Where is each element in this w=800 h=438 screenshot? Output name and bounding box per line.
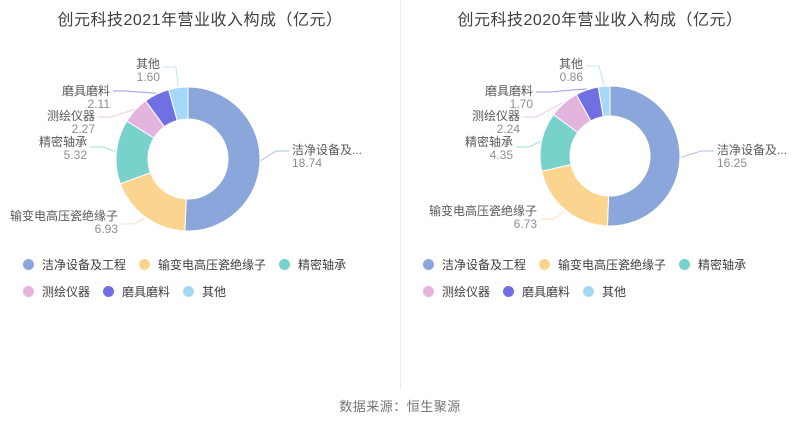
slice-label-value: 4.35 — [490, 148, 514, 162]
legend-label: 输变电高压瓷绝缘子 — [158, 258, 267, 272]
legend-row-2: 测绘仪器 磨具磨料 其他 — [23, 283, 346, 300]
legend-label: 洁净设备及工程 — [42, 258, 127, 272]
pie-slice-other[interactable] — [168, 86, 189, 122]
legend-row-2: 测绘仪器 磨具磨料 其他 — [423, 283, 746, 300]
pie-slice-insulator[interactable] — [119, 172, 187, 232]
slice-label-value: 2.11 — [88, 97, 111, 111]
chart-legend-2021: 洁净设备及工程 输变电高压瓷绝缘子 精密轴承 测绘仪器 磨具 — [23, 256, 346, 300]
label-leader-line — [113, 90, 157, 94]
slice-label-value: 6.93 — [95, 222, 119, 236]
slice-label-value: 5.32 — [64, 148, 88, 162]
chart-panel-2020: 洁净设备及... 16.25 输变电高压瓷绝缘子 6.73 精密轴承 4.35 测绘仪器 2.… — [400, 0, 800, 438]
slice-label-name: 输变电高压瓷绝缘子 — [429, 203, 537, 218]
slice-label-name: 测绘仪器 — [47, 108, 95, 123]
legend-label: 测绘仪器 — [42, 285, 91, 299]
label-leader-line — [680, 150, 714, 158]
panel-divider — [400, 0, 401, 390]
legend-label: 精密轴承 — [298, 258, 347, 272]
chart-title-2020: 创元科技2020年营业收入构成（亿元） — [457, 12, 743, 29]
label-leader-line — [516, 140, 541, 148]
legend-marker-clean-equipment-icon — [23, 259, 34, 270]
legend-item-surveying-instrument[interactable]: 测绘仪器 — [423, 283, 490, 300]
legend-marker-insulator-icon — [139, 259, 151, 270]
legend-item-abrasive[interactable]: 磨具磨料 — [103, 283, 170, 300]
legend-marker-other-icon — [183, 286, 195, 297]
slice-label-name: 其他 — [136, 57, 160, 71]
legend-label: 其他 — [602, 285, 627, 299]
slice-label-name: 输变电高压瓷绝缘子 — [10, 208, 118, 223]
label-leader-line — [163, 66, 179, 87]
legend-row-1: 洁净设备及工程 输变电高压瓷绝缘子 精密轴承 — [23, 256, 346, 273]
legend-label: 测绘仪器 — [442, 285, 491, 299]
label-leader-line — [260, 150, 289, 162]
slice-label-value: 2.27 — [72, 122, 96, 136]
legend-item-surveying-instrument[interactable]: 测绘仪器 — [23, 283, 90, 300]
slice-label-value: 18.74 — [292, 156, 322, 170]
legend-label: 磨具磨料 — [122, 285, 171, 299]
legend-row-1: 洁净设备及工程 输变电高压瓷绝缘子 精密轴承 — [423, 256, 746, 273]
slice-label-value: 6.73 — [514, 217, 538, 231]
legend-marker-clean-equipment-icon — [423, 259, 434, 270]
legend-item-other[interactable]: 其他 — [183, 283, 226, 300]
legend-label: 磨具磨料 — [522, 285, 571, 299]
legend-label: 输变电高压瓷绝缘子 — [558, 258, 667, 272]
label-leader-line — [523, 102, 564, 118]
slice-label-value: 1.60 — [137, 70, 161, 84]
legend-item-other[interactable]: 其他 — [583, 283, 626, 300]
legend-item-abrasive[interactable]: 磨具磨料 — [503, 283, 570, 300]
label-leader-line — [98, 108, 135, 118]
slice-label-name: 洁净设备及... — [292, 143, 362, 157]
legend-marker-precision-bearing-icon — [279, 259, 291, 270]
data-source-note: 数据来源：恒生聚源 — [339, 399, 461, 414]
legend-marker-insulator-icon — [539, 259, 551, 270]
legend-label: 精密轴承 — [698, 258, 747, 272]
label-leader-line — [586, 65, 605, 86]
chart-legend-2020: 洁净设备及工程 输变电高压瓷绝缘子 精密轴承 测绘仪器 磨具 — [423, 256, 746, 300]
slice-label-value: 0.86 — [560, 70, 584, 84]
label-leader-line — [121, 217, 146, 225]
slice-label-value: 2.24 — [497, 122, 521, 136]
legend-marker-surveying-instrument-icon — [423, 286, 434, 297]
legend-item-precision-bearing[interactable]: 精密轴承 — [279, 256, 346, 273]
chart-panel-2021: 洁净设备及... 18.74 输变电高压瓷绝缘子 6.93 精密轴承 5.32 测绘仪器 2.… — [10, 12, 362, 300]
slice-label-value: 1.70 — [510, 97, 534, 111]
legend-marker-abrasive-icon — [103, 286, 115, 297]
label-leader-line — [90, 146, 116, 152]
legend-marker-surveying-instrument-icon — [23, 286, 34, 297]
pie-slice-other[interactable] — [597, 85, 611, 118]
chart-title-2021: 创元科技2021年营业收入构成（亿元） — [57, 12, 343, 29]
legend-marker-precision-bearing-icon — [679, 259, 691, 270]
legend-item-insulator[interactable]: 输变电高压瓷绝缘子 — [539, 256, 666, 273]
slice-label-name: 测绘仪器 — [472, 108, 520, 123]
slice-label-name: 其他 — [559, 57, 583, 71]
pie-slice-clean-equipment[interactable] — [606, 85, 681, 227]
slice-label-name: 精密轴承 — [39, 134, 87, 149]
legend-marker-other-icon — [583, 286, 595, 297]
legend-label: 其他 — [202, 285, 227, 299]
legend-item-precision-bearing[interactable]: 精密轴承 — [679, 256, 746, 273]
legend-item-clean-equipment[interactable]: 洁净设备及工程 — [423, 256, 526, 273]
slice-label-name: 磨具磨料 — [485, 84, 533, 98]
legend-marker-abrasive-icon — [503, 286, 515, 297]
legend-item-clean-equipment[interactable]: 洁净设备及工程 — [23, 256, 126, 273]
pie-slice-insulator[interactable] — [541, 164, 610, 227]
label-leader-line — [540, 210, 565, 220]
slice-label-name: 洁净设备及... — [717, 143, 787, 157]
slice-label-name: 精密轴承 — [465, 134, 513, 149]
slice-label-value: 16.25 — [717, 156, 747, 170]
pie-slice-clean-equipment[interactable] — [184, 86, 261, 232]
legend-label: 洁净设备及工程 — [442, 258, 527, 272]
legend-item-insulator[interactable]: 输变电高压瓷绝缘子 — [139, 256, 266, 273]
slice-label-name: 磨具磨料 — [62, 84, 110, 98]
label-leader-line — [536, 88, 587, 93]
